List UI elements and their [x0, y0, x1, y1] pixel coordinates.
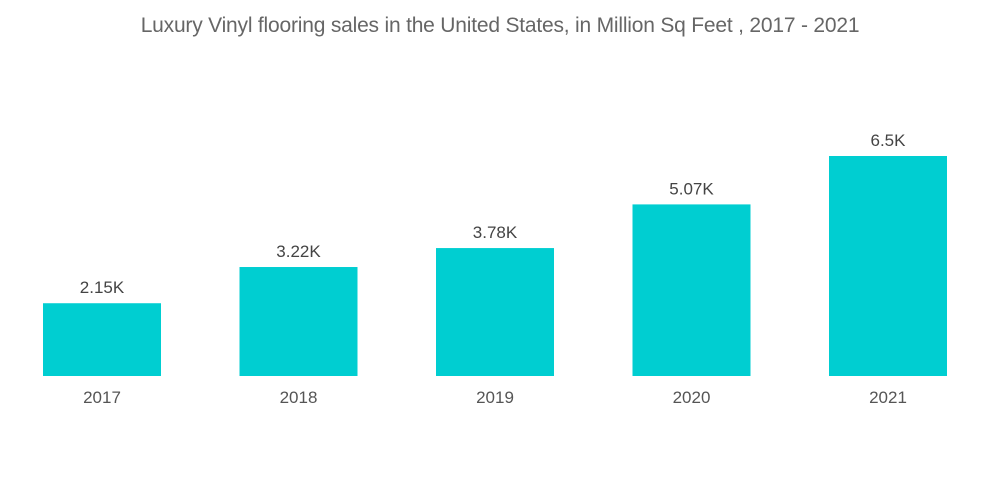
data-label-2018: 3.22K [276, 242, 321, 261]
x-tick-label-2019: 2019 [476, 388, 514, 407]
x-tick-label-2018: 2018 [280, 388, 318, 407]
x-tick-label-2020: 2020 [673, 388, 711, 407]
data-label-2017: 2.15K [80, 278, 125, 297]
data-label-2020: 5.07K [669, 179, 714, 198]
bar-2019 [436, 248, 554, 376]
x-tick-label-2021: 2021 [869, 388, 907, 407]
chart-title: Luxury Vinyl flooring sales in the Unite… [140, 14, 860, 37]
x-tick-label-2017: 2017 [83, 388, 121, 407]
bar-2017 [43, 303, 161, 376]
bar-2021 [829, 156, 947, 376]
data-label-2019: 3.78K [473, 223, 518, 242]
data-label-2021: 6.5K [871, 131, 907, 150]
bar-2020 [632, 204, 751, 376]
bar-2018 [239, 267, 358, 376]
